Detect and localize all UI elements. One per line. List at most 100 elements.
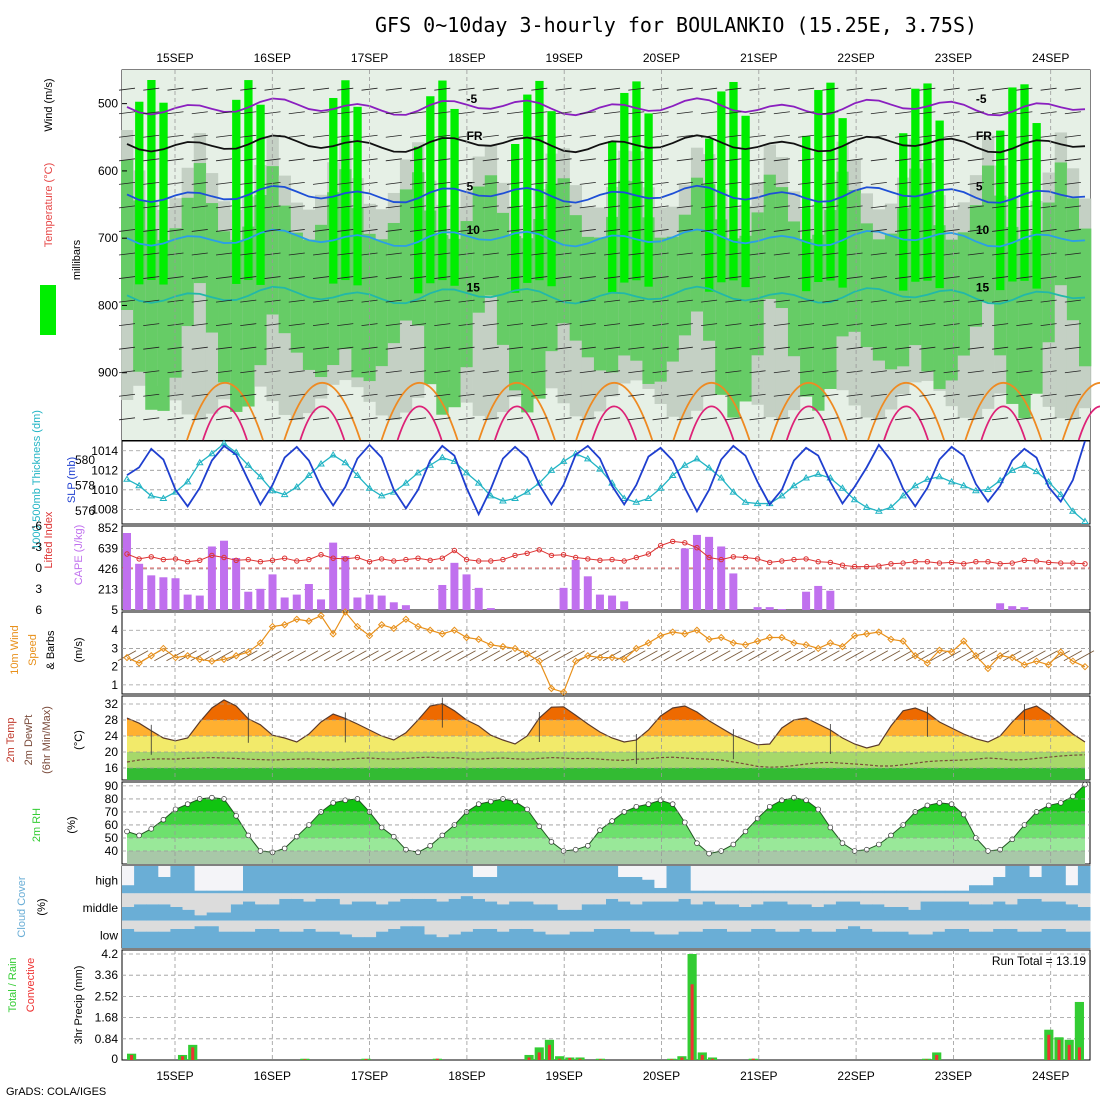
cloud-bar-low — [788, 932, 801, 948]
cloud-bar-high — [933, 891, 946, 894]
cloud-bar-low — [291, 932, 304, 948]
cloud-bar-low — [388, 929, 401, 948]
cloud-bar-middle — [715, 904, 728, 920]
cloud-gap-middle — [860, 893, 873, 904]
cloud-bar-middle — [533, 904, 546, 920]
cloud-bar-high — [279, 866, 292, 893]
precip-convective-bar — [578, 1059, 581, 1060]
temp-legend-label: 2m Temp — [5, 717, 17, 762]
precip-units-label: 3hr Precip (mm) — [73, 966, 85, 1045]
slp-ytick: 1010 — [91, 483, 118, 497]
cloud-gap-middle — [316, 893, 329, 898]
cloud-bar-middle — [1042, 902, 1055, 921]
cape-bar — [487, 608, 495, 610]
cloud-bar-high — [570, 866, 583, 893]
precip-ytick-zero: 0 — [111, 1052, 118, 1066]
rh-shade-mid — [570, 215, 582, 340]
cloud-gap-low — [546, 921, 559, 935]
cloud-bar-high — [352, 866, 365, 893]
cloud-gap-low — [1030, 921, 1043, 932]
bottom-date-tick: 22SEP — [837, 1069, 874, 1083]
cloud-bar-middle — [497, 904, 510, 920]
lifted-ytick: 6 — [35, 603, 42, 617]
cloud-bar-middle — [219, 912, 232, 920]
cloud-bar-middle — [316, 899, 329, 921]
cloud-gap-middle — [1054, 893, 1067, 901]
cloud-bar-high — [521, 866, 534, 893]
rh-shade-mid — [849, 190, 861, 332]
cape-bar — [232, 558, 240, 610]
rh-2m-point — [598, 828, 603, 833]
cloud-gap-low — [291, 921, 304, 932]
cloud-gap-low — [896, 921, 909, 932]
cloud-bar-middle — [158, 904, 171, 920]
bottom-date-tick: 17SEP — [351, 1069, 388, 1083]
cape-bar — [353, 597, 361, 610]
cloud-bar-low — [606, 929, 619, 948]
cloud-bar-high — [727, 891, 740, 894]
cloud-gap-low — [352, 921, 365, 937]
cloud-bar-low — [751, 929, 764, 948]
precip-convective-bar — [558, 1059, 561, 1060]
cloud-gap-low — [715, 921, 728, 929]
cloud-bar-high — [243, 866, 256, 893]
cloud-bar-middle — [884, 907, 897, 921]
cloud-gap-low — [570, 921, 583, 932]
cloud-bar-low — [824, 932, 837, 948]
cloud-bar-middle — [1017, 899, 1030, 921]
cloud-bar-middle — [485, 902, 498, 921]
cloud-gap-high — [618, 866, 631, 877]
cape-bar — [1008, 606, 1016, 610]
cloud-gap-high — [630, 866, 643, 877]
rh-2m-point — [695, 841, 700, 846]
cloud-gap-high — [836, 866, 849, 891]
cloud-bar-middle — [425, 899, 438, 921]
cloud-bar-high — [582, 866, 595, 893]
cloud-gap-low — [921, 921, 934, 935]
cloud-bar-low — [763, 929, 776, 948]
cape-ytick: 5 — [111, 603, 118, 617]
cloud-bar-middle — [775, 902, 788, 921]
bottom-date-tick: 23SEP — [935, 1069, 972, 1083]
cloud-gap-low — [812, 921, 825, 932]
cloud-bar-middle — [739, 907, 752, 921]
credit-label: GrADS: COLA/IGES — [6, 1086, 106, 1098]
cloud-gap-high — [473, 866, 486, 877]
cloud-row-label: high — [95, 874, 118, 888]
cloud-bar-low — [945, 929, 958, 948]
cloud-gap-middle — [400, 893, 413, 898]
cloud-bar-low — [509, 929, 522, 948]
cloud-bar-high — [715, 891, 728, 894]
bottom-date-tick: 20SEP — [643, 1069, 680, 1083]
cloud-bar-high — [219, 891, 232, 894]
cloud-bar-high — [437, 866, 450, 893]
cloud-gap-high — [691, 866, 704, 891]
precip-convective-bar — [935, 1055, 938, 1060]
bottom-date-tick: 18SEP — [448, 1069, 485, 1083]
cloud-gap-high — [207, 866, 220, 891]
cloud-gap-low — [328, 921, 341, 932]
rh-2m-point — [840, 841, 845, 846]
cloud-gap-low — [909, 921, 922, 935]
precip-convective-bar — [1068, 1045, 1071, 1060]
cloud-bar-middle — [364, 902, 377, 921]
cloud-bar-high — [388, 866, 401, 893]
cloud-bar-high — [1005, 866, 1018, 893]
wind-ytick: 1 — [111, 678, 118, 692]
cloud-gap-low — [231, 921, 244, 932]
cloud-bar-high — [679, 866, 692, 893]
cloud-bar-middle — [328, 899, 341, 921]
cloud-bar-high — [509, 866, 522, 893]
cloud-bar-middle — [412, 899, 425, 921]
rh-shade-high — [911, 89, 919, 282]
cloud-gap-high — [775, 866, 788, 891]
cloud-bar-low — [412, 926, 425, 948]
cloud-bar-low — [993, 929, 1006, 948]
precip-convective-bar — [1047, 1035, 1050, 1060]
cape-bar — [705, 537, 713, 610]
cloud-bar-high — [896, 891, 909, 894]
cloud-bar-low — [957, 929, 970, 948]
cloud-bar-middle — [449, 899, 462, 921]
cloud-bar-low — [570, 932, 583, 948]
cloud-bar-high — [763, 891, 776, 894]
